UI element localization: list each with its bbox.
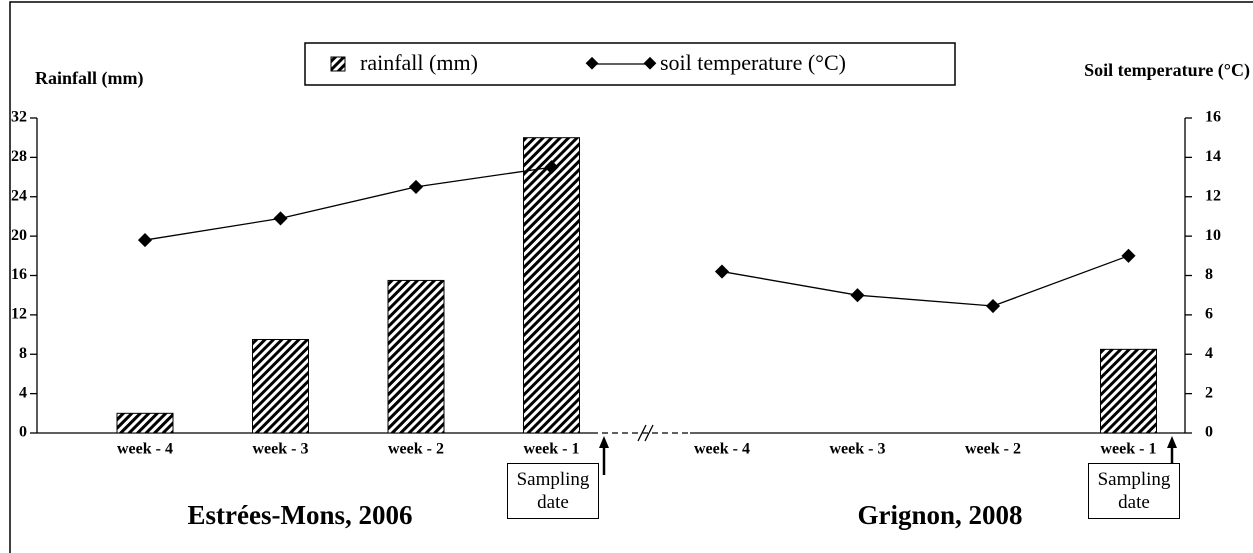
sampling-note: Sampling date [1088, 463, 1180, 519]
rainfall-bar [523, 137, 580, 434]
temperature-marker [985, 298, 1001, 314]
temperature-marker [1121, 248, 1136, 263]
x-tick-label: week - 2 [388, 441, 444, 458]
y2-tick-label: 2 [1205, 384, 1213, 401]
x-tick-label: week - 3 [253, 441, 309, 458]
y2-tick-label: 4 [1205, 345, 1213, 362]
y-tick-label: 28 [11, 148, 27, 165]
y-tick-label: 20 [11, 227, 27, 244]
y-tick-label: 24 [11, 187, 27, 204]
y2-axis-label: Soil temperature (°C) [1084, 60, 1250, 81]
temperature-line [144, 166, 552, 241]
sampling-note: Sampling date [507, 463, 599, 519]
temperature-marker [850, 288, 865, 303]
panel-title: Estrées-Mons, 2006 [188, 500, 413, 530]
y2-tick-label: 12 [1205, 187, 1221, 204]
panel-title: Grignon, 2008 [857, 500, 1022, 530]
temperature-marker [137, 232, 153, 248]
rainfall-bar [387, 279, 445, 434]
legend-label: soil temperature (°C) [660, 50, 846, 75]
x-tick-label: week - 3 [830, 441, 886, 458]
y2-tick-label: 14 [1205, 148, 1221, 165]
y2-tick-label: 16 [1205, 109, 1221, 126]
x-tick-label: week - 4 [117, 441, 173, 458]
legend-swatch [330, 56, 346, 72]
break-mark [637, 424, 647, 442]
frame [9, 1, 1253, 553]
temperature-marker [273, 211, 288, 226]
y-tick-label: 16 [11, 266, 27, 283]
x-tick-label: week - 1 [1101, 441, 1157, 458]
temperature-line [721, 255, 1129, 307]
y-tick-label: 32 [11, 109, 27, 126]
y-axis-label: Rainfall (mm) [35, 68, 143, 89]
temperature-marker [408, 179, 424, 194]
x-tick-label: week - 2 [965, 441, 1021, 458]
y-tick-label: 0 [19, 424, 27, 441]
y2-tick-label: 0 [1205, 424, 1213, 441]
arrow-head [599, 436, 609, 448]
y2-tick-label: 8 [1205, 266, 1213, 283]
rainfall-bar [1100, 348, 1157, 434]
x-tick-label: week - 1 [524, 441, 580, 458]
arrow-head [1167, 436, 1177, 448]
y-tick-label: 8 [19, 345, 27, 362]
y-tick-label: 4 [19, 384, 27, 401]
y-tick-label: 12 [11, 306, 27, 323]
break-mark [644, 424, 654, 442]
temperature-marker [544, 160, 559, 175]
rainfall-bar [116, 412, 174, 434]
temperature-marker [714, 264, 730, 279]
rainfall-bar [252, 338, 309, 434]
x-tick-label: week - 4 [694, 441, 750, 458]
y2-tick-label: 6 [1205, 306, 1213, 323]
y2-tick-label: 10 [1205, 227, 1221, 244]
legend-label: rainfall (mm) [360, 50, 478, 75]
